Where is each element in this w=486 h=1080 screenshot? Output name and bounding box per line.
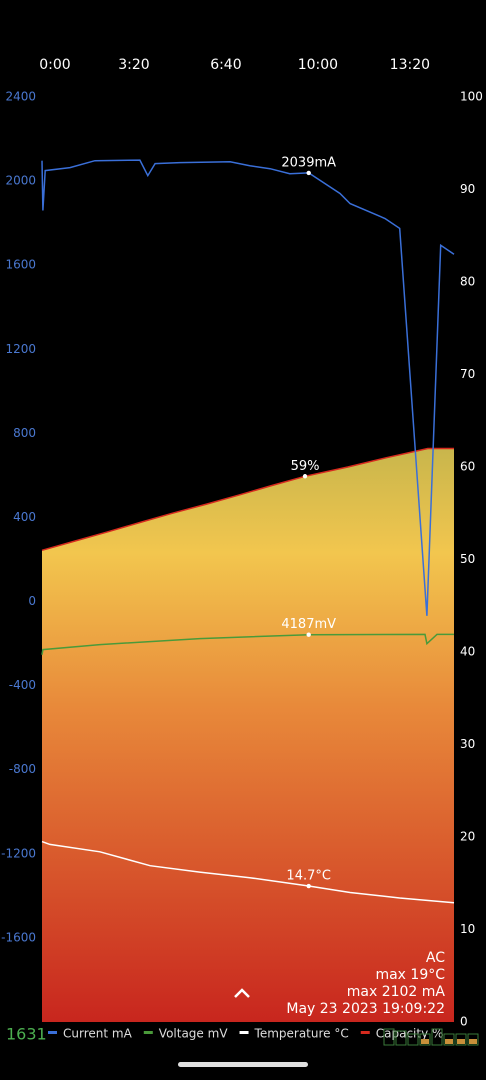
y2-tick-label: 0 [460, 1015, 468, 1029]
y-tick-label: 2000 [5, 174, 36, 188]
value-label: 59% [291, 459, 320, 474]
capacity-area [42, 448, 454, 1022]
battery-icons [383, 1028, 479, 1046]
y-tick-label: 400 [13, 510, 36, 524]
battery-fill [421, 1039, 429, 1044]
y2-tick-label: 90 [460, 182, 475, 196]
y2-tick-label: 100 [460, 90, 483, 104]
battery-fill [445, 1039, 453, 1044]
series-line [41, 840, 455, 904]
x-tick-label: 3:20 [118, 57, 149, 73]
legend-swatch [360, 1031, 370, 1034]
info-text: max 2102 mA [347, 984, 446, 1000]
y-tick-label: 2400 [5, 90, 36, 104]
legend-swatch [143, 1031, 153, 1034]
y2-tick-label: 50 [460, 552, 475, 566]
legend-swatch [239, 1031, 249, 1034]
nav-handle[interactable] [178, 1062, 308, 1067]
battery-fill [469, 1039, 477, 1044]
x-tick-label: 6:40 [210, 57, 241, 73]
y-tick-label: 0 [28, 594, 36, 608]
y2-tick-label: 10 [460, 922, 475, 936]
y-tick-label: -1600 [1, 930, 36, 944]
y-tick-label: -800 [9, 762, 36, 776]
info-text: May 23 2023 19:09:22 [286, 1001, 445, 1017]
value-dot [306, 883, 311, 889]
x-tick-label: 0:00 [39, 57, 70, 73]
y2-tick-label: 80 [460, 275, 475, 289]
y-tick-label: 800 [13, 426, 36, 440]
y2-tick-label: 70 [460, 367, 475, 381]
legend-label: Voltage mV [159, 1027, 229, 1041]
charge-level: 1631 [6, 1025, 47, 1044]
y2-tick-label: 30 [460, 737, 475, 751]
y-tick-label: 1600 [5, 258, 36, 272]
y-tick-label: 1200 [5, 342, 36, 356]
value-dot [302, 474, 308, 479]
series-line [41, 447, 454, 552]
y2-tick-label: 20 [460, 830, 475, 844]
battery-fill [457, 1039, 465, 1044]
plot: 0:00 3:20 6:40 10:00 13:20240020001600120080… [1, 57, 483, 1041]
y2-tick-label: 60 [460, 460, 475, 474]
value-label: 2039mA [281, 155, 336, 170]
y2-tick-label: 40 [460, 645, 475, 659]
x-tick-label: 13:20 [390, 57, 430, 73]
info-text: AC [426, 950, 445, 966]
expand-chevron[interactable] [234, 988, 250, 998]
legend-label: Current mA [63, 1027, 133, 1041]
legend-swatch [48, 1031, 57, 1034]
value-label: 14.7°C [286, 869, 331, 884]
value-dot [306, 170, 311, 176]
y-tick-label: -400 [9, 678, 36, 692]
series-line [41, 159, 455, 616]
value-dot [306, 632, 311, 637]
x-tick-label: 10:00 [298, 57, 338, 73]
info-text: max 19°C [375, 967, 445, 983]
y-tick-label: -1200 [1, 846, 36, 860]
legend-label: Temperature °C [254, 1027, 349, 1041]
value-label: 4187mV [281, 617, 336, 632]
